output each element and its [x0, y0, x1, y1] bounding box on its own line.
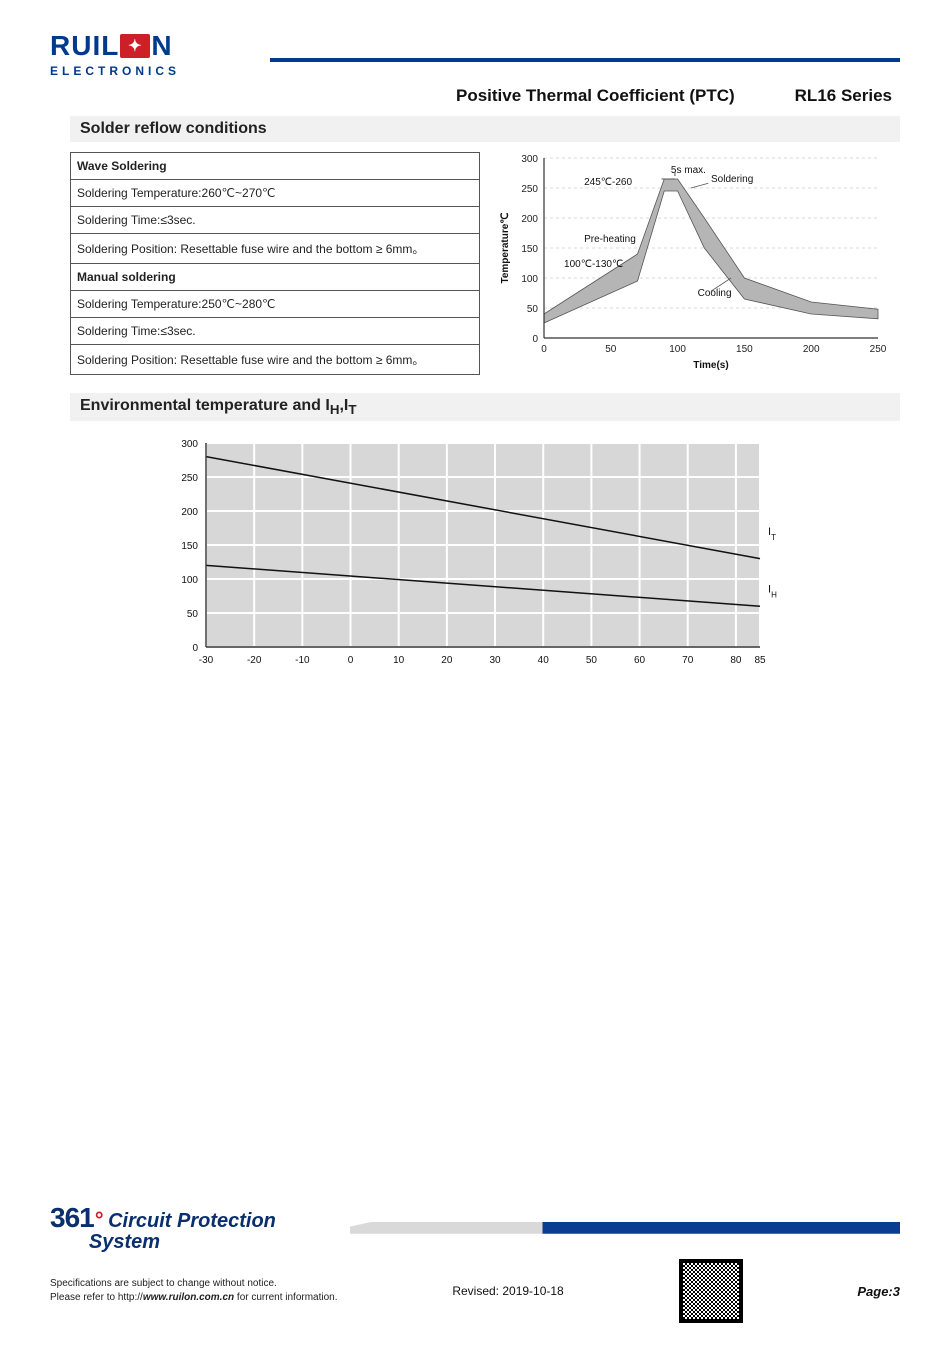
- footer-notice-2b: for current information.: [234, 1292, 337, 1303]
- svg-text:250: 250: [870, 344, 886, 355]
- svg-text:0: 0: [348, 655, 354, 666]
- svg-text:0: 0: [541, 344, 547, 355]
- table-row: Soldering Temperature:260℃~270℃: [71, 180, 480, 207]
- svg-text:100: 100: [521, 274, 538, 285]
- svg-text:50: 50: [187, 609, 199, 620]
- svg-text:300: 300: [181, 439, 198, 450]
- svg-text:30: 30: [489, 655, 501, 666]
- svg-text:Temperature℃: Temperature℃: [500, 212, 511, 283]
- svg-text:-10: -10: [295, 655, 310, 666]
- section-heading-env: Environmental temperature and IH,IT: [70, 393, 900, 421]
- footer-page: Page:3: [857, 1284, 900, 1299]
- solder-row: Wave SolderingSoldering Temperature:260℃…: [70, 152, 900, 375]
- table-cell: Soldering Time:≤3sec.: [71, 318, 480, 345]
- footer-notice-1: Specifications are subject to change wit…: [50, 1278, 277, 1289]
- table-row: Soldering Position: Resettable fuse wire…: [71, 345, 480, 375]
- table-cell: Wave Soldering: [71, 153, 480, 180]
- table-row: Soldering Time:≤3sec.: [71, 207, 480, 234]
- table-cell: Soldering Position: Resettable fuse wire…: [71, 234, 480, 264]
- svg-text:IH: IH: [768, 584, 777, 600]
- table-cell: Manual soldering: [71, 264, 480, 291]
- footer-brand-line2: System: [89, 1231, 160, 1253]
- footer-brand-deg: °: [94, 1207, 103, 1232]
- table-row: Wave Soldering: [71, 153, 480, 180]
- svg-text:100: 100: [181, 575, 198, 586]
- svg-text:IT: IT: [768, 526, 776, 542]
- svg-text:150: 150: [521, 244, 538, 255]
- page-footer: 361° Circuit Protection System Specifica…: [50, 1203, 900, 1323]
- svg-text:-20: -20: [247, 655, 262, 666]
- svg-text:Time(s): Time(s): [693, 360, 728, 371]
- svg-text:70: 70: [682, 655, 694, 666]
- svg-text:250: 250: [521, 184, 538, 195]
- svg-text:150: 150: [736, 344, 753, 355]
- svg-text:-30: -30: [199, 655, 214, 666]
- solder-table-body: Wave SolderingSoldering Temperature:260℃…: [71, 153, 480, 375]
- svg-text:40: 40: [538, 655, 550, 666]
- table-row: Soldering Position: Resettable fuse wire…: [71, 234, 480, 264]
- table-cell: Soldering Temperature:250℃~280℃: [71, 291, 480, 318]
- logo-main: RUIL✦N: [50, 30, 260, 62]
- table-row: Manual soldering: [71, 264, 480, 291]
- svg-text:300: 300: [521, 154, 538, 165]
- solder-table: Wave SolderingSoldering Temperature:260℃…: [70, 152, 480, 375]
- qr-code-icon: [679, 1259, 743, 1323]
- env-chart: -30 -20 -10 0 10 20 30 40 50 60 70 80 85 0 50 100 150 200…: [160, 435, 800, 675]
- svg-text:5s max.: 5s max.: [671, 165, 706, 176]
- svg-text:200: 200: [803, 344, 820, 355]
- doc-title-center: Positive Thermal Coefficient (PTC): [456, 86, 735, 106]
- svg-text:245℃-260: 245℃-260: [584, 177, 632, 188]
- svg-text:100℃-130℃: 100℃-130℃: [564, 259, 623, 270]
- svg-text:60: 60: [634, 655, 646, 666]
- header-rule: [270, 58, 900, 62]
- footer-revised: Revised: 2019-10-18: [452, 1284, 563, 1298]
- footer-rule: [350, 1222, 900, 1234]
- svg-text:50: 50: [586, 655, 598, 666]
- table-cell: Soldering Position: Resettable fuse wire…: [71, 345, 480, 375]
- svg-text:0: 0: [192, 643, 198, 654]
- svg-text:Cooling: Cooling: [698, 288, 732, 299]
- table-row: Soldering Temperature:250℃~280℃: [71, 291, 480, 318]
- svg-text:20: 20: [441, 655, 453, 666]
- svg-text:150: 150: [181, 541, 198, 552]
- footer-notice: Specifications are subject to change wit…: [50, 1277, 338, 1305]
- svg-text:50: 50: [605, 344, 617, 355]
- svg-text:200: 200: [521, 214, 538, 225]
- svg-text:200: 200: [181, 507, 198, 518]
- footer-brand: 361° Circuit Protection System: [50, 1203, 350, 1253]
- svg-text:10: 10: [393, 655, 405, 666]
- env-chart-svg: -30 -20 -10 0 10 20 30 40 50 60 70 80 85 0 50 100 150 200…: [160, 435, 800, 675]
- table-cell: Soldering Temperature:260℃~270℃: [71, 180, 480, 207]
- logo: RUIL✦N ELECTRONICS: [50, 30, 260, 78]
- logo-mark-icon: ✦: [120, 34, 150, 58]
- footer-notice-2a: Please refer to http://: [50, 1292, 143, 1303]
- svg-text:Soldering: Soldering: [711, 174, 753, 185]
- footer-url: www.ruilon.com.cn: [143, 1292, 234, 1303]
- svg-text:Pre-heating: Pre-heating: [584, 234, 636, 245]
- svg-text:100: 100: [669, 344, 686, 355]
- svg-text:250: 250: [181, 473, 198, 484]
- logo-subtitle: ELECTRONICS: [50, 64, 260, 78]
- doc-title-right: RL16 Series: [795, 86, 892, 106]
- page-header: RUIL✦N ELECTRONICS: [50, 30, 900, 78]
- table-row: Soldering Time:≤3sec.: [71, 318, 480, 345]
- footer-brand-big: 361: [50, 1202, 94, 1233]
- doc-title-row: Positive Thermal Coefficient (PTC) RL16 …: [50, 86, 900, 106]
- footer-brand-row: 361° Circuit Protection System: [50, 1203, 900, 1253]
- reflow-chart-svg: 0 50 100 150 200 250 300 0 50 100 150 200 250 Time(s)…: [496, 152, 886, 372]
- svg-text:0: 0: [532, 334, 538, 345]
- footer-brand-line1: Circuit Protection: [108, 1210, 276, 1232]
- section-heading-solder: Solder reflow conditions: [70, 116, 900, 142]
- svg-text:80: 80: [730, 655, 742, 666]
- env-section: Environmental temperature and IH,IT -30-…: [50, 393, 900, 675]
- svg-text:85: 85: [754, 655, 766, 666]
- footer-info: Specifications are subject to change wit…: [50, 1259, 900, 1323]
- reflow-chart: 0 50 100 150 200 250 300 0 50 100 150 200 250 Time(s)…: [496, 152, 886, 372]
- table-cell: Soldering Time:≤3sec.: [71, 207, 480, 234]
- svg-text:50: 50: [527, 304, 539, 315]
